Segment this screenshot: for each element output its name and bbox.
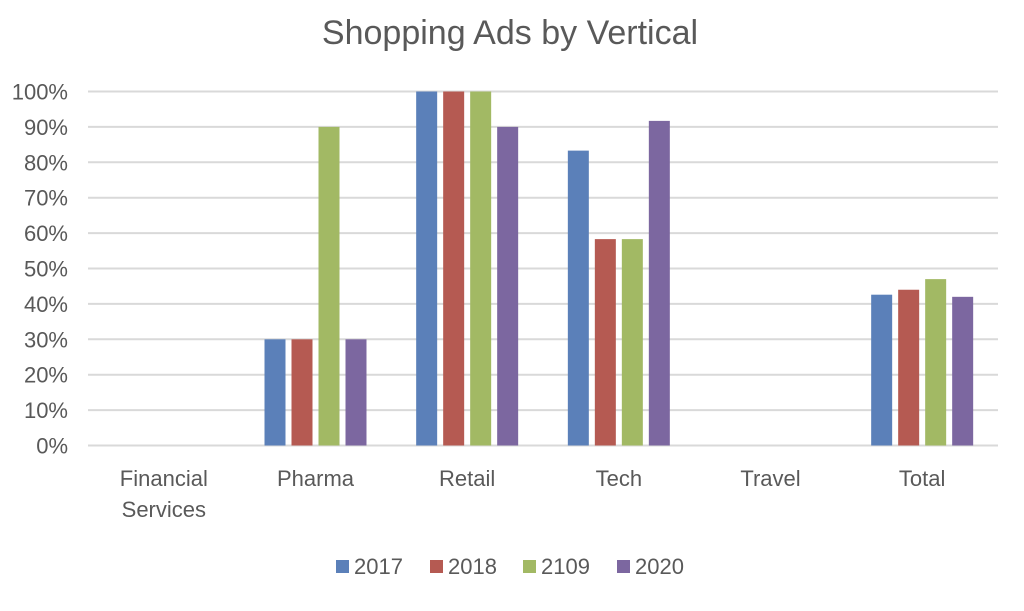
legend-swatch-2020 [617, 560, 630, 573]
y-tick-label: 30% [24, 327, 68, 352]
bar-2109-tech [621, 239, 643, 446]
gridlines [88, 90, 998, 447]
y-axis-ticks: 0% 10% 20% 30% 40% 50% 60% 70% 80% 90% 100% [12, 80, 68, 459]
bar-2018-total [898, 289, 920, 446]
legend-label: 2109 [541, 554, 590, 579]
x-tick-label: Retail [439, 466, 495, 491]
legend-swatch-2018 [430, 560, 443, 573]
legend-label: 2017 [354, 554, 403, 579]
chart-title: Shopping Ads by Vertical [322, 14, 698, 52]
x-tick-label: Total [899, 466, 945, 491]
y-tick-label: 100% [12, 80, 68, 105]
y-tick-label: 80% [24, 150, 68, 175]
x-tick-label: Travel [740, 466, 800, 491]
bars [264, 91, 974, 446]
legend-swatch-2109 [523, 560, 536, 573]
bar-2017-tech [567, 150, 589, 446]
y-tick-label: 40% [24, 292, 68, 317]
y-tick-label: 10% [24, 398, 68, 423]
x-tick-label: Services [122, 497, 206, 522]
legend: 2017 2018 2109 2020 [336, 554, 684, 579]
y-tick-label: 60% [24, 221, 68, 246]
y-tick-label: 0% [36, 434, 68, 459]
y-tick-label: 70% [24, 186, 68, 211]
bar-2109-retail [470, 91, 492, 446]
bar-2018-tech [594, 239, 616, 446]
bar-2109-pharma [318, 126, 340, 446]
x-tick-label: Tech [596, 466, 642, 491]
legend-label: 2018 [448, 554, 497, 579]
bar-2109-total [925, 279, 947, 446]
y-tick-label: 90% [24, 115, 68, 140]
bar-2018-pharma [291, 339, 313, 446]
y-tick-label: 50% [24, 257, 68, 282]
bar-2020-tech [648, 120, 670, 446]
x-tick-label: Financial [120, 466, 208, 491]
bar-2020-total [952, 296, 974, 446]
bar-2017-pharma [264, 339, 286, 446]
y-tick-label: 20% [24, 363, 68, 388]
x-tick-label: Pharma [277, 466, 355, 491]
bar-2018-retail [443, 91, 465, 446]
x-axis-ticks: Financial Services Pharma Retail Tech Travel T… [120, 466, 946, 522]
legend-swatch-2017 [336, 560, 349, 573]
bar-2017-retail [416, 91, 438, 446]
legend-label: 2020 [635, 554, 684, 579]
bar-2020-retail [497, 126, 519, 446]
bar-2020-pharma [345, 339, 367, 446]
bar-2017-total [871, 294, 893, 446]
